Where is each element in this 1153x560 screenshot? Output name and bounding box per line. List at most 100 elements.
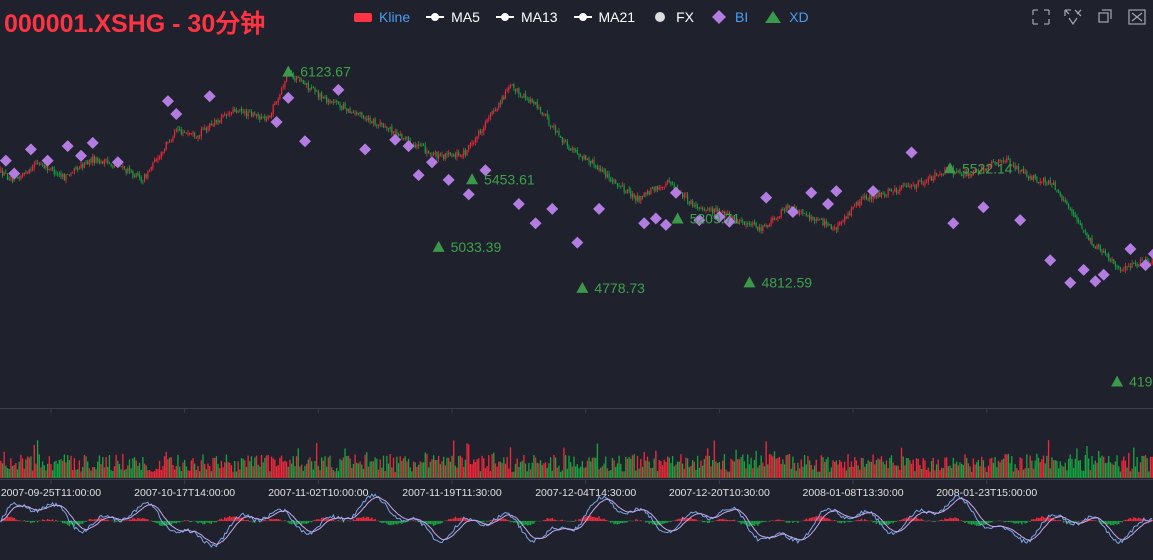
bi-marker bbox=[270, 116, 283, 129]
candle bbox=[42, 163, 44, 167]
zoom-icon[interactable] bbox=[1031, 8, 1051, 26]
volume-bar bbox=[1024, 468, 1026, 478]
candle bbox=[97, 156, 99, 164]
bi-marker bbox=[24, 143, 37, 156]
volume-bar bbox=[63, 454, 66, 478]
candle bbox=[1111, 256, 1113, 264]
candle bbox=[511, 83, 513, 86]
candle bbox=[419, 142, 421, 147]
candle bbox=[875, 194, 878, 200]
macd-histogram-bar bbox=[107, 519, 109, 521]
zoom-reset-icon[interactable] bbox=[1063, 8, 1083, 26]
volume-bar bbox=[422, 462, 425, 478]
candle bbox=[5, 169, 7, 175]
macd-histogram-bar bbox=[574, 519, 577, 521]
candle bbox=[167, 141, 169, 145]
macd-histogram-bar bbox=[207, 521, 209, 523]
volume-bar bbox=[574, 466, 577, 478]
volume-bar bbox=[431, 459, 433, 478]
macd-histogram-bar bbox=[847, 521, 849, 523]
volume-bar bbox=[508, 468, 510, 478]
volume-bar bbox=[738, 459, 741, 478]
macd-histogram-bar bbox=[223, 517, 226, 521]
candle bbox=[824, 218, 826, 228]
candle bbox=[810, 214, 812, 223]
volume-bar bbox=[1136, 456, 1138, 478]
macd-histogram-bar bbox=[195, 521, 198, 523]
candle bbox=[693, 202, 695, 208]
x-axis: 2007-09-25T11:00:00 2007-10-17T14:00:00 20… bbox=[1, 408, 1037, 499]
candle bbox=[585, 154, 587, 161]
volume-bar bbox=[170, 457, 172, 478]
legend-item-kline[interactable]: Kline bbox=[352, 9, 410, 25]
candle bbox=[568, 144, 570, 151]
candle bbox=[738, 218, 741, 225]
volume-bar bbox=[220, 460, 223, 478]
volume-bar bbox=[188, 470, 191, 478]
macd-histogram-bar bbox=[10, 516, 12, 521]
legend-item-bi[interactable]: BI bbox=[708, 9, 748, 25]
candle bbox=[508, 85, 510, 94]
volume-bar bbox=[210, 471, 213, 478]
macd-histogram-bar bbox=[43, 520, 46, 521]
volume-layer bbox=[0, 440, 1153, 478]
candle bbox=[834, 224, 836, 231]
legend-item-fx[interactable]: FX bbox=[649, 9, 694, 25]
volume-bar bbox=[429, 461, 431, 478]
restore-icon[interactable] bbox=[1095, 8, 1115, 26]
bi-marker bbox=[0, 154, 12, 167]
candle bbox=[902, 182, 904, 188]
legend-item-xd[interactable]: XD bbox=[762, 9, 809, 25]
macd-histogram-bar bbox=[172, 521, 174, 524]
macd-histogram-bar bbox=[1057, 520, 1060, 521]
candle bbox=[357, 112, 360, 116]
candle bbox=[533, 99, 535, 106]
volume-bar bbox=[578, 468, 580, 478]
candle bbox=[170, 139, 172, 143]
volume-bar bbox=[601, 466, 604, 478]
macd-histogram-bar bbox=[1131, 519, 1133, 521]
macd-histogram-bar bbox=[750, 521, 752, 526]
macd-histogram-bar bbox=[660, 521, 662, 525]
volume-bar bbox=[1016, 468, 1018, 478]
candle bbox=[347, 108, 349, 113]
legend-item-ma21[interactable]: MA21 bbox=[572, 9, 635, 25]
legend-item-ma5[interactable]: MA5 bbox=[424, 9, 480, 25]
macd-histogram-bar bbox=[503, 518, 505, 521]
candle bbox=[1022, 165, 1025, 174]
volume-bar bbox=[18, 461, 20, 478]
volume-bar bbox=[585, 467, 587, 478]
macd-histogram-bar bbox=[914, 517, 916, 521]
macd-histogram-bar bbox=[850, 521, 853, 522]
candle bbox=[265, 115, 268, 123]
candle bbox=[0, 166, 2, 173]
candle bbox=[931, 175, 933, 182]
close-icon[interactable] bbox=[1127, 8, 1147, 26]
macd-histogram-bar bbox=[142, 517, 144, 521]
candle bbox=[580, 153, 582, 157]
macd-histogram-bar bbox=[648, 521, 650, 524]
volume-bar bbox=[1148, 471, 1150, 478]
candle bbox=[850, 206, 852, 218]
candle bbox=[153, 157, 156, 163]
volume-bar bbox=[324, 456, 326, 478]
volume-bar bbox=[347, 455, 350, 478]
candle bbox=[884, 191, 886, 199]
macd-histogram-bar bbox=[16, 520, 19, 521]
volume-bar bbox=[623, 471, 625, 478]
candle bbox=[351, 111, 353, 114]
candle bbox=[620, 185, 622, 189]
volume-bar bbox=[561, 470, 563, 478]
candle bbox=[205, 126, 207, 134]
volume-bar bbox=[671, 456, 674, 478]
candle bbox=[152, 161, 154, 171]
volume-bar bbox=[780, 464, 782, 478]
volume-bar bbox=[225, 454, 228, 478]
volume-bar bbox=[366, 452, 368, 478]
volume-bar bbox=[158, 460, 161, 478]
candle bbox=[48, 168, 50, 171]
legend-item-ma13[interactable]: MA13 bbox=[494, 9, 558, 25]
volume-bar bbox=[528, 463, 530, 478]
macd-histogram-bar bbox=[182, 521, 184, 522]
